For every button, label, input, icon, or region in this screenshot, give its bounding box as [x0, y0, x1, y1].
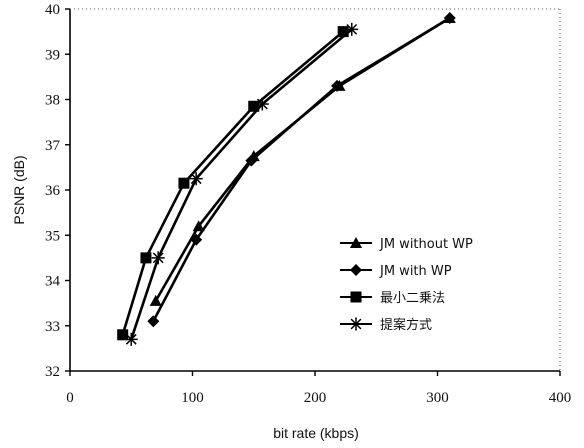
- data-point-star: [255, 97, 269, 111]
- y-axis-label: PSNR (dB): [11, 155, 27, 224]
- data-point-star: [124, 332, 138, 346]
- data-point-diamond: [331, 79, 344, 92]
- x-tick-label: 400: [549, 390, 572, 406]
- series-line-star: [130, 28, 353, 340]
- y-tick-label: 34: [45, 274, 61, 290]
- legend-marker-star: [349, 317, 363, 331]
- series-diamond: [147, 12, 456, 328]
- y-tick-label: 37: [45, 138, 61, 154]
- data-point-square: [117, 329, 129, 341]
- data-point-diamond: [443, 12, 456, 25]
- data-point-triangle: [192, 220, 205, 232]
- series-triangle: [149, 12, 456, 306]
- data-point-star: [151, 251, 165, 265]
- series-line-triangle: [154, 16, 451, 302]
- x-tick-label: 100: [181, 390, 204, 406]
- y-tick-label: 35: [45, 228, 60, 244]
- x-tick-label: 0: [66, 390, 74, 406]
- legend-marker-triangle: [350, 237, 362, 248]
- y-tick-label: 36: [45, 183, 61, 199]
- y-tick-label: 38: [45, 93, 60, 109]
- legend-entry: 提案方式: [340, 317, 432, 333]
- legend-entry: JM with WP: [340, 264, 452, 279]
- legend-entry: JM without WP: [340, 237, 473, 252]
- legend-label: JM without WP: [379, 237, 473, 252]
- legend-entry: 最小二乗法: [340, 291, 445, 306]
- series-star: [124, 22, 359, 346]
- data-point-square: [337, 26, 349, 38]
- x-tick-label: 300: [426, 390, 449, 406]
- y-tick-label: 32: [45, 364, 60, 380]
- legend-marker-diamond: [350, 264, 362, 276]
- x-axis-label: bit rate (kbps): [273, 425, 359, 441]
- legend-label: 提案方式: [380, 317, 432, 333]
- data-point-diamond: [147, 315, 160, 328]
- legend-label: 最小二乗法: [380, 291, 445, 306]
- data-point-star: [345, 22, 359, 36]
- legend-marker-square: [350, 291, 362, 303]
- data-point-square: [248, 100, 260, 112]
- data-point-square: [178, 177, 190, 189]
- y-tick-label: 39: [45, 47, 60, 63]
- data-point-triangle: [149, 294, 162, 306]
- y-tick-label: 33: [45, 319, 60, 335]
- data-point-star: [189, 172, 203, 186]
- legend-label: JM with WP: [379, 264, 452, 279]
- y-tick-label: 40: [45, 2, 60, 18]
- series-square: [117, 26, 349, 341]
- x-tick-label: 200: [304, 390, 327, 406]
- data-point-diamond: [245, 154, 258, 167]
- data-point-diamond: [190, 233, 203, 246]
- data-point-square: [140, 252, 152, 264]
